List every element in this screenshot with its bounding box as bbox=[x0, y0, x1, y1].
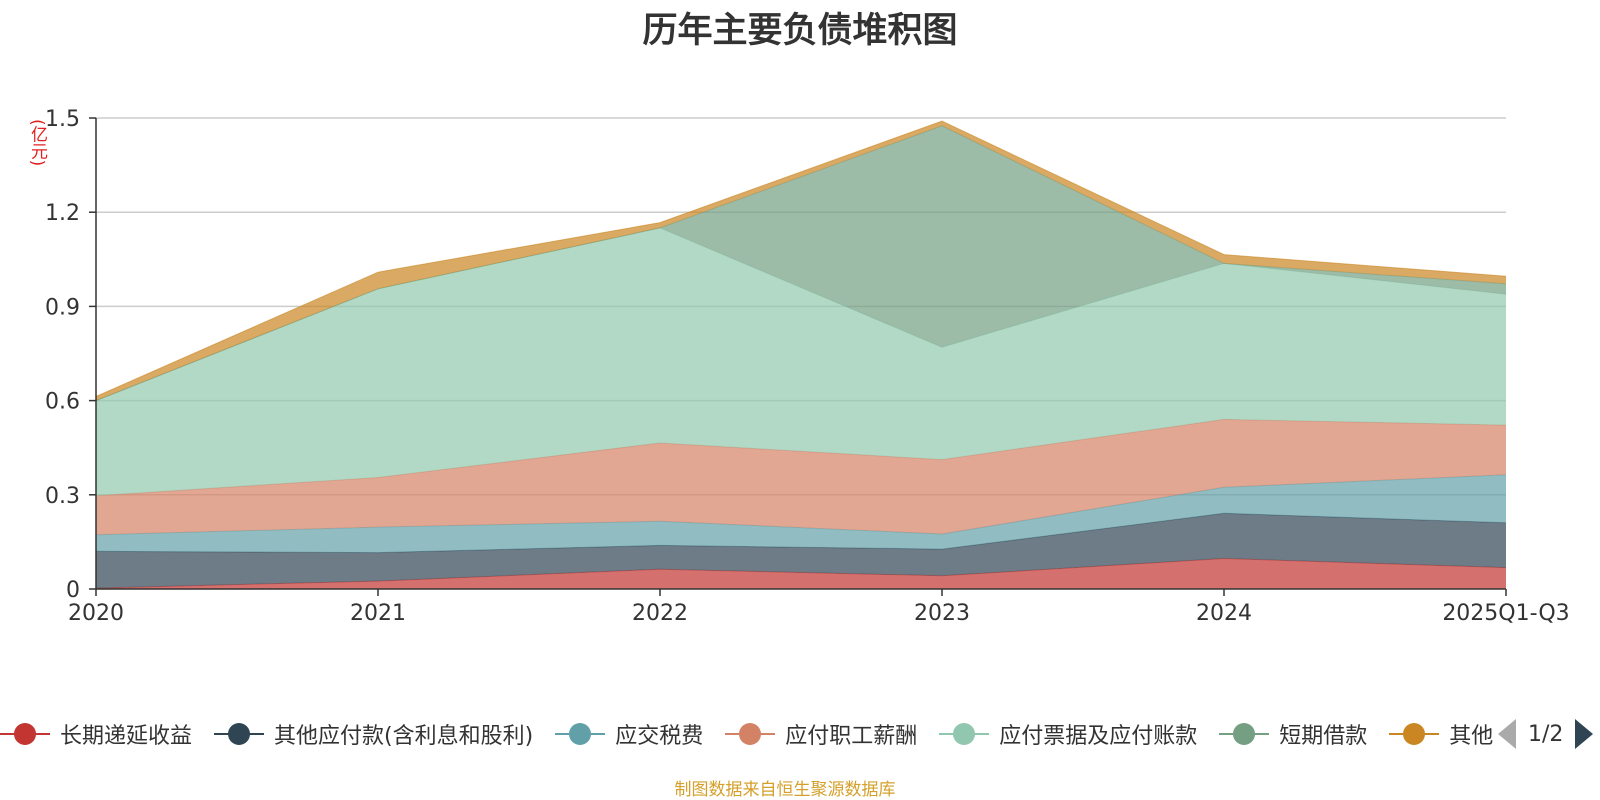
legend-marker-icon bbox=[1219, 713, 1270, 755]
legend-page-indicator: 1/2 bbox=[1528, 721, 1564, 747]
area-series-edge-6 bbox=[95, 120, 1507, 397]
chart-title: 历年主要负债堆积图 bbox=[642, 11, 958, 51]
area-series-5 bbox=[96, 125, 1506, 401]
y-tick-label: 0.9 bbox=[45, 295, 80, 320]
area-series-2 bbox=[96, 474, 1506, 553]
legend-item[interactable]: 其他 bbox=[1389, 713, 1493, 755]
legend-marker-icon bbox=[214, 713, 265, 755]
y-tick-label: 1.5 bbox=[45, 107, 80, 132]
legend-label: 长期递延收益 bbox=[60, 724, 193, 749]
x-tick-label: 2025Q1-Q3 bbox=[1442, 601, 1569, 626]
y-tick-label: 1.2 bbox=[45, 201, 80, 226]
area-series-1 bbox=[96, 513, 1506, 589]
legend-item[interactable]: 应付职工薪酬 bbox=[725, 713, 917, 755]
legend-item[interactable]: 其他应付款(含利息和股利) bbox=[214, 713, 533, 755]
legend-marker-icon bbox=[0, 713, 50, 755]
legend-label: 其他 bbox=[1449, 724, 1494, 749]
x-tick-label: 2022 bbox=[632, 601, 688, 626]
legend-next-page-icon[interactable] bbox=[1575, 719, 1594, 749]
legend-label: 其他应付款(含利息和股利) bbox=[274, 724, 534, 749]
chart-legend: 长期递延收益 其他应付款(含利息和股利) 应交税费 应付职工薪酬 应付票据及应付账款 短期… bbox=[0, 713, 1600, 755]
legend-label: 应付票据及应付账款 bbox=[999, 724, 1198, 749]
x-tick-label: 2021 bbox=[350, 601, 406, 626]
y-axis-unit-label: (亿元) bbox=[27, 119, 47, 167]
legend-marker-icon bbox=[1389, 713, 1440, 755]
legend-label: 短期借款 bbox=[1279, 724, 1368, 749]
legend-item[interactable]: 长期递延收益 bbox=[0, 713, 192, 755]
legend-item[interactable]: 应交税费 bbox=[555, 713, 703, 755]
x-tick-label: 2020 bbox=[68, 601, 124, 626]
legend-marker-icon bbox=[555, 713, 606, 755]
x-tick-label: 2023 bbox=[914, 601, 970, 626]
area-series-4 bbox=[96, 227, 1506, 496]
area-series-0 bbox=[96, 558, 1506, 589]
area-series-6 bbox=[96, 121, 1506, 401]
y-tick-label: 0.6 bbox=[45, 390, 80, 415]
y-tick-label: 0.3 bbox=[45, 484, 80, 509]
x-tick-label: 2024 bbox=[1196, 601, 1252, 626]
legend-pager: 1/2 bbox=[1498, 714, 1594, 754]
legend-label: 应付职工薪酬 bbox=[785, 724, 918, 749]
legend-item[interactable]: 应付票据及应付账款 bbox=[939, 713, 1197, 755]
data-source-note: 制图数据来自恒生聚源数据库 bbox=[674, 780, 896, 800]
legend-prev-page-icon[interactable] bbox=[1498, 719, 1516, 749]
legend-marker-icon bbox=[725, 713, 776, 755]
legend-label: 应交税费 bbox=[615, 724, 704, 749]
legend-marker-icon bbox=[939, 713, 990, 755]
legend-item[interactable]: 短期借款 bbox=[1219, 713, 1367, 755]
area-series-3 bbox=[96, 419, 1506, 535]
y-tick-label: 0 bbox=[66, 578, 80, 603]
